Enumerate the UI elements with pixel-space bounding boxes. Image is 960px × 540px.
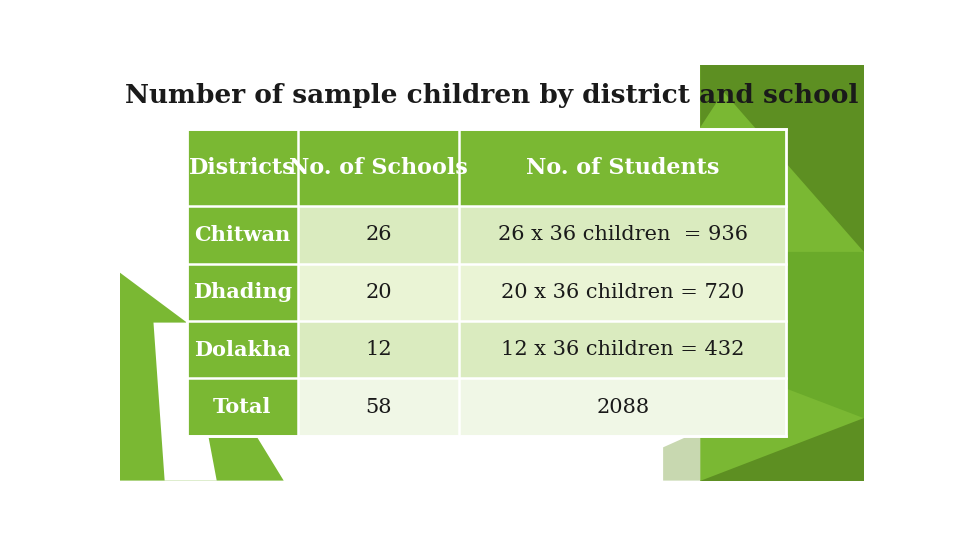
Bar: [187, 264, 298, 321]
Text: Dolakha: Dolakha: [194, 340, 291, 360]
Polygon shape: [701, 65, 864, 481]
Text: 26: 26: [366, 225, 392, 245]
Text: Districts: Districts: [189, 157, 296, 179]
Text: Total: Total: [213, 397, 272, 417]
Bar: [187, 206, 298, 264]
Polygon shape: [701, 65, 741, 127]
Polygon shape: [701, 252, 864, 418]
Text: 12: 12: [366, 340, 392, 359]
Bar: [187, 129, 298, 206]
Text: No. of Students: No. of Students: [526, 157, 719, 179]
Bar: [298, 379, 460, 436]
Text: 20: 20: [366, 283, 392, 302]
Bar: [460, 321, 786, 379]
Bar: [298, 264, 460, 321]
Bar: [187, 321, 298, 379]
Bar: [460, 379, 786, 436]
Text: 20 x 36 children = 720: 20 x 36 children = 720: [501, 283, 744, 302]
Bar: [187, 379, 298, 436]
Bar: [460, 206, 786, 264]
Text: 12 x 36 children = 432: 12 x 36 children = 432: [501, 340, 744, 359]
Bar: [298, 129, 460, 206]
Bar: [460, 264, 786, 321]
Polygon shape: [701, 65, 864, 252]
Polygon shape: [663, 431, 701, 481]
Text: 2088: 2088: [596, 397, 649, 416]
Polygon shape: [120, 273, 284, 481]
Text: Dhading: Dhading: [193, 282, 292, 302]
Bar: [187, 129, 786, 436]
Text: Number of sample children by district and school: Number of sample children by district an…: [126, 84, 858, 109]
Text: No. of Schools: No. of Schools: [289, 157, 468, 179]
Bar: [460, 129, 786, 206]
Bar: [298, 321, 460, 379]
Text: Chitwan: Chitwan: [194, 225, 291, 245]
Polygon shape: [701, 418, 864, 481]
Polygon shape: [154, 322, 217, 481]
Text: 26 x 36 children  = 936: 26 x 36 children = 936: [497, 225, 748, 245]
Text: 58: 58: [366, 397, 392, 416]
Bar: [298, 206, 460, 264]
